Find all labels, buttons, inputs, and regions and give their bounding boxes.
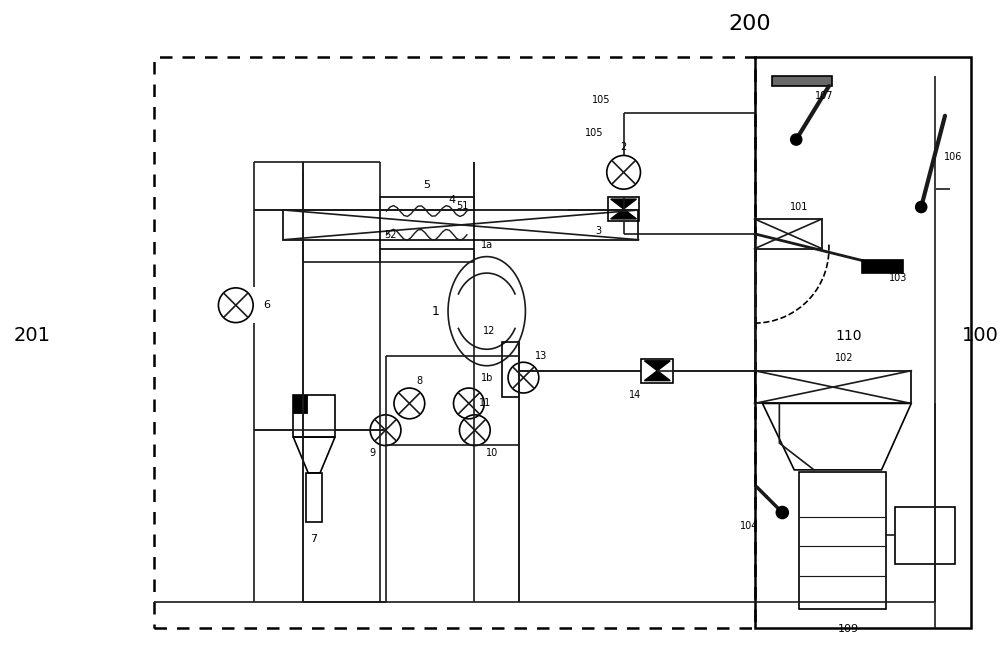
Text: 13: 13 bbox=[535, 351, 547, 361]
Bar bbox=[755, 57, 971, 627]
Text: 7: 7 bbox=[311, 534, 318, 544]
Circle shape bbox=[916, 202, 927, 212]
Bar bbox=[293, 396, 307, 414]
Text: 6: 6 bbox=[263, 300, 270, 310]
Text: 104: 104 bbox=[740, 521, 759, 531]
Text: 1: 1 bbox=[431, 304, 439, 318]
Text: 110: 110 bbox=[836, 329, 862, 343]
Bar bbox=[755, 371, 911, 404]
Text: 8: 8 bbox=[416, 376, 422, 386]
Text: 200: 200 bbox=[728, 13, 771, 33]
Text: 1a: 1a bbox=[481, 240, 493, 250]
Text: 105: 105 bbox=[592, 95, 610, 105]
Circle shape bbox=[791, 134, 802, 145]
Text: 51: 51 bbox=[456, 201, 468, 211]
Text: 100: 100 bbox=[962, 326, 999, 346]
Text: 5: 5 bbox=[423, 180, 430, 190]
Polygon shape bbox=[644, 371, 670, 380]
Text: 12: 12 bbox=[483, 326, 495, 336]
Bar bbox=[502, 342, 519, 398]
Polygon shape bbox=[611, 209, 637, 219]
Text: 52: 52 bbox=[384, 230, 397, 240]
Text: 1b: 1b bbox=[481, 373, 493, 383]
Text: 109: 109 bbox=[838, 623, 859, 633]
Text: 14: 14 bbox=[629, 390, 642, 400]
Text: 107: 107 bbox=[815, 91, 833, 101]
Bar bbox=[862, 260, 903, 274]
Text: 2: 2 bbox=[620, 141, 627, 152]
Bar bbox=[799, 472, 886, 609]
Text: 4: 4 bbox=[448, 195, 456, 205]
Text: 105: 105 bbox=[585, 128, 603, 138]
Bar bbox=[293, 396, 335, 437]
Polygon shape bbox=[611, 199, 637, 209]
Text: 10: 10 bbox=[486, 448, 498, 458]
Bar bbox=[608, 197, 639, 221]
Circle shape bbox=[776, 507, 788, 519]
Text: 9: 9 bbox=[370, 448, 376, 458]
Bar bbox=[306, 473, 322, 522]
Bar bbox=[380, 197, 474, 248]
Bar bbox=[641, 359, 673, 382]
Text: 3: 3 bbox=[596, 226, 602, 236]
Text: 201: 201 bbox=[14, 326, 51, 346]
Bar bbox=[154, 57, 755, 627]
Bar bbox=[755, 219, 822, 248]
Polygon shape bbox=[644, 361, 670, 371]
Bar bbox=[772, 76, 832, 86]
Bar bbox=[895, 507, 955, 564]
Bar bbox=[283, 210, 638, 240]
Text: 11: 11 bbox=[479, 398, 491, 408]
Text: 106: 106 bbox=[944, 153, 962, 163]
Text: 101: 101 bbox=[790, 202, 808, 212]
Text: 103: 103 bbox=[889, 274, 908, 284]
Text: 102: 102 bbox=[835, 353, 853, 363]
